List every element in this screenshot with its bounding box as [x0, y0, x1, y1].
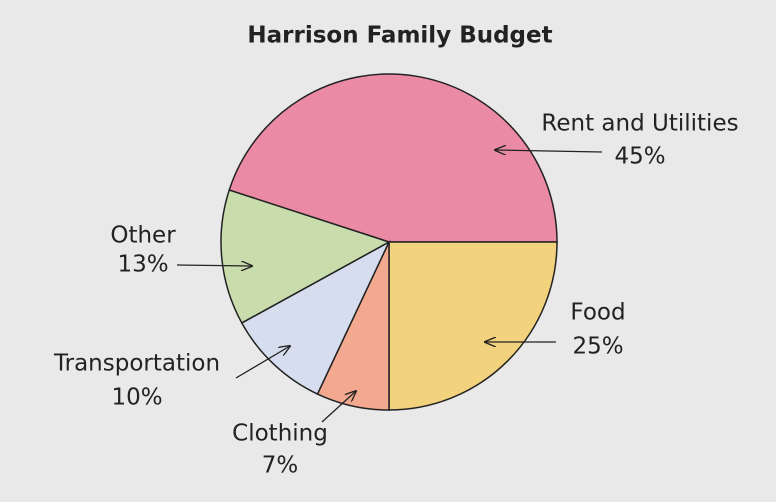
slice-label: Clothing: [232, 421, 328, 447]
slice-value-label: 10%: [111, 385, 162, 411]
slice-value-label: 45%: [614, 144, 665, 170]
slice-label: Rent and Utilities: [541, 111, 738, 137]
callout-arrow: [176, 265, 252, 266]
slice-label: Other: [110, 223, 176, 249]
pie-slice: [240, 240, 391, 396]
callout-arrow: [321, 391, 356, 423]
pie-slice: [388, 241, 558, 411]
pie-slice: [220, 189, 391, 324]
slice-value-label: 7%: [262, 453, 299, 479]
chart-title: Harrison Family Budget: [247, 23, 552, 49]
slice-value-label: 25%: [572, 334, 623, 360]
slice-value-label: 13%: [117, 252, 168, 278]
pie-slice: [228, 73, 558, 243]
slice-label: Transportation: [53, 351, 220, 377]
callout-arrow: [235, 346, 290, 379]
callout-arrow: [495, 150, 603, 152]
slice-label: Food: [570, 300, 625, 326]
